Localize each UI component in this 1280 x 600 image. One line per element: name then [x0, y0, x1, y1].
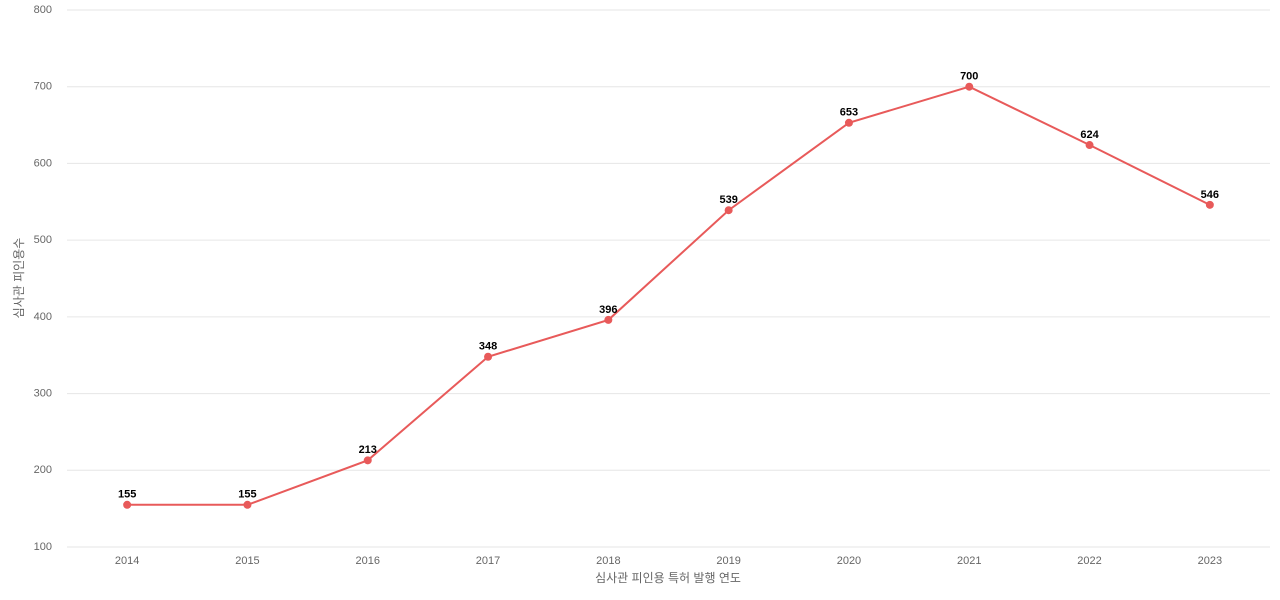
x-tick-label: 2022 [1077, 555, 1101, 567]
y-tick-label: 300 [34, 387, 52, 399]
y-axis-title: 심사관 피인용수 [12, 238, 26, 319]
value-label: 700 [960, 71, 978, 83]
y-tick-label: 800 [34, 4, 52, 16]
x-tick-label: 2014 [115, 555, 139, 567]
point [484, 352, 493, 361]
point [965, 82, 974, 91]
value-label: 546 [1201, 189, 1219, 201]
point [604, 315, 613, 324]
x-tick-label: 2021 [957, 555, 981, 567]
value-label: 653 [840, 107, 858, 119]
y-tick-label: 400 [34, 311, 52, 323]
x-tick-label: 2016 [356, 555, 380, 567]
value-label: 396 [599, 304, 617, 316]
y-tick-label: 600 [34, 157, 52, 169]
y-tick-label: 500 [34, 234, 52, 246]
value-label: 539 [719, 194, 737, 206]
point [123, 500, 132, 509]
point [1205, 200, 1214, 209]
value-label: 348 [479, 341, 497, 353]
value-label: 624 [1080, 129, 1099, 141]
value-label: 155 [118, 489, 136, 501]
x-axis-title: 심사관 피인용 특허 발행 연도 [595, 570, 741, 585]
y-tick-label: 200 [34, 464, 52, 476]
x-tick-label: 2018 [596, 555, 620, 567]
y-tick-label: 700 [34, 81, 52, 93]
line [127, 85, 1211, 506]
x-tick-label: 2023 [1198, 555, 1222, 567]
value-label: 213 [359, 444, 377, 456]
x-tick-label: 2015 [235, 555, 259, 567]
x-tick-label: 2019 [716, 555, 740, 567]
point [724, 206, 733, 215]
point [243, 500, 252, 509]
point [844, 118, 853, 127]
point [363, 456, 372, 465]
value-label: 155 [238, 489, 256, 501]
x-tick-label: 2020 [837, 555, 861, 567]
x-tick-label: 2017 [476, 555, 500, 567]
y-tick-label: 100 [34, 541, 52, 553]
point [1085, 141, 1094, 150]
